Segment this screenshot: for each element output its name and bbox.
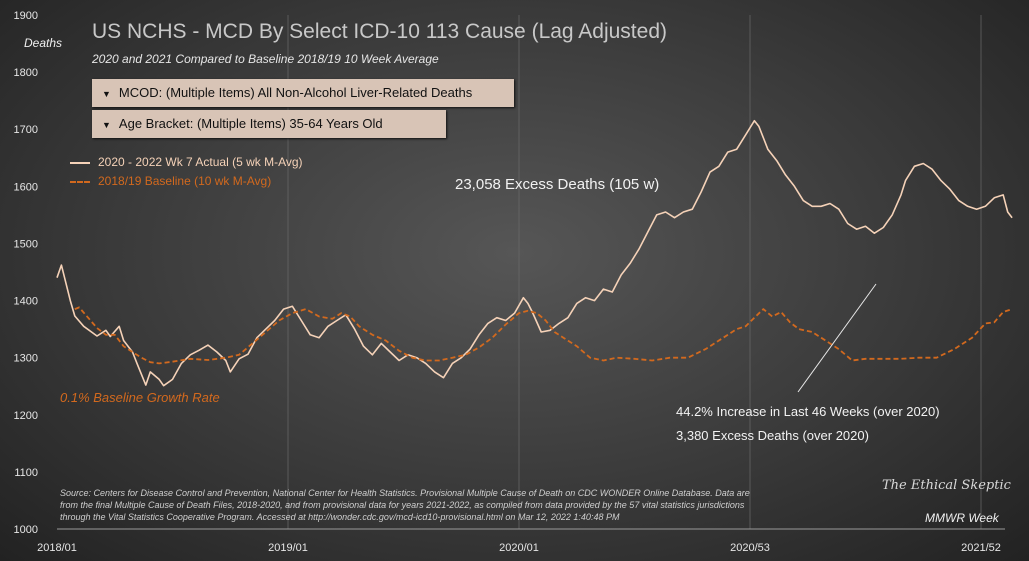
dropdown-arrow-icon: ▼	[102, 89, 111, 99]
x-axis-label: MMWR Week	[925, 511, 999, 525]
series-line-baseline	[74, 306, 1013, 365]
baseline-growth-annotation: 0.1% Baseline Growth Rate	[60, 390, 220, 405]
y-tick-label: 1600	[14, 181, 38, 193]
y-tick-label: 1900	[14, 10, 38, 22]
brand-watermark: The Ethical Skeptic	[882, 478, 1011, 493]
age-filter-label: Age Bracket: (Multiple Items) 35-64 Year…	[118, 116, 383, 131]
x-tick-label: 2019/01	[268, 542, 308, 554]
y-tick-label: 1500	[14, 238, 38, 250]
age-filter-dropdown[interactable]: ▼ Age Bracket: (Multiple Items) 35-64 Yea…	[92, 110, 446, 138]
y-tick-label: 1400	[14, 296, 38, 308]
mcod-filter-dropdown[interactable]: ▼ MCOD: (Multiple Items) All Non-Alcohol …	[92, 79, 514, 107]
x-tick-label: 2021/52	[961, 542, 1001, 554]
y-axis-label: Deaths	[24, 36, 63, 50]
chart-subtitle: 2020 and 2021 Compared to Baseline 2018/…	[92, 52, 439, 66]
gridlines	[57, 15, 1005, 530]
dropdown-arrow-icon: ▼	[102, 120, 111, 130]
increase-annotation: 44.2% Increase in Last 46 Weeks (over 20…	[676, 404, 940, 419]
legend-swatch-actual	[70, 161, 90, 164]
mcod-filter-label: MCOD: (Multiple Items) All Non-Alcohol L…	[118, 85, 473, 100]
series-lines	[56, 119, 1013, 387]
annotation-arrow-line	[797, 283, 877, 393]
x-tick-label: 2020/01	[499, 542, 539, 554]
legend-label-baseline: 2018/19 Baseline (10 wk M-Avg)	[98, 174, 272, 188]
y-tick-label: 1800	[14, 67, 38, 79]
y-tick-label: 1200	[14, 410, 38, 422]
series-line-actual	[56, 119, 1013, 387]
legend-label-actual: 2020 - 2022 Wk 7 Actual (5 wk M-Avg)	[98, 155, 303, 169]
y-tick-label: 1000	[14, 524, 38, 536]
y-tick-label: 1300	[14, 353, 38, 365]
x-tick-label: 2020/53	[730, 542, 770, 554]
source-citation: Source: Centers for Disease Control and …	[60, 488, 750, 522]
x-axis-ticks: 2018/01 2019/01 2020/01 2020/53 2021/52	[37, 542, 1001, 554]
legend-item-baseline: 2018/19 Baseline (10 wk M-Avg)	[70, 174, 271, 188]
excess-2020-annotation: 3,380 Excess Deaths (over 2020)	[676, 428, 869, 443]
legend-item-actual: 2020 - 2022 Wk 7 Actual (5 wk M-Avg)	[70, 155, 303, 169]
excess-deaths-annotation: 23,058 Excess Deaths (105 w)	[455, 176, 660, 193]
y-tick-label: 1100	[14, 467, 38, 479]
chart-title: US NCHS - MCD By Select ICD-10 113 Cause…	[92, 20, 667, 43]
y-tick-label: 1700	[14, 124, 38, 136]
x-tick-label: 2018/01	[37, 542, 77, 554]
y-axis-ticks: 1000 1100 1200 1300 1400 1500 1600 1700 1800 1900	[14, 10, 38, 536]
legend-swatch-baseline	[70, 180, 90, 183]
